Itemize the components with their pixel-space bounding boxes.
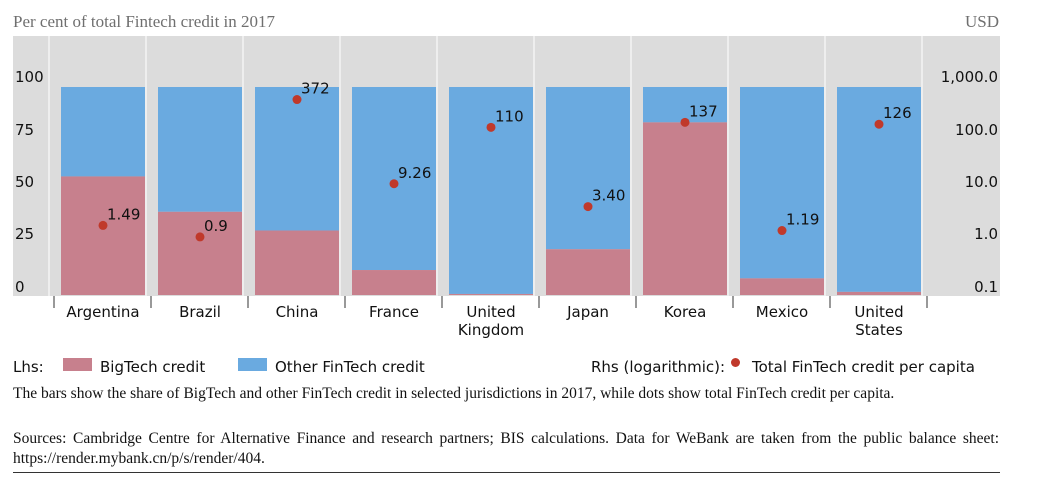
bottom-rule [13, 472, 1000, 473]
bar-bigtech [158, 211, 242, 295]
legend-bigtech-label: BigTech credit [100, 358, 206, 376]
dot-total-fintech [583, 202, 593, 212]
chart-plot: 0 25 50 75 100 0.1 1.0 10.0 100.0 1,000.0 Argentin… [13, 36, 1000, 339]
dot-value-label: 1.19 [786, 211, 819, 229]
bar-other-fintech [158, 87, 242, 212]
bar-bigtech [643, 122, 727, 295]
chart-sources: Sources: Cambridge Centre for Alternativ… [13, 430, 999, 467]
bar-bigtech [837, 291, 921, 295]
left-axis-tick: 25 [15, 225, 34, 243]
bar-other-fintech [449, 87, 533, 294]
legend-bigtech-swatch [63, 358, 92, 371]
chart-note: The bars show the share of BigTech and o… [13, 385, 895, 402]
right-axis-tick: 10.0 [965, 173, 998, 191]
left-axis-tick: 0 [15, 278, 25, 296]
legend-lhs-label: Lhs: [13, 358, 44, 376]
bar-bigtech [61, 176, 145, 295]
legend: Lhs: BigTech credit Other FinTech credit… [13, 358, 1003, 378]
dot-value-label: 137 [689, 102, 718, 120]
x-axis-label: United [854, 303, 903, 321]
x-axis-label: Korea [664, 303, 707, 321]
dot-value-label: 1.49 [107, 205, 140, 223]
x-axis-label: Kingdom [458, 321, 524, 339]
dot-total-fintech [874, 119, 884, 129]
bar-other-fintech [740, 87, 824, 279]
x-axis-label: France [369, 303, 419, 321]
x-axis-label: Japan [566, 303, 609, 321]
bar-bigtech [740, 278, 824, 295]
left-axis-tick: 50 [15, 173, 34, 191]
bar-other-fintech [61, 87, 145, 177]
bar-other-fintech [352, 87, 436, 271]
dot-value-label: 0.9 [204, 217, 228, 235]
dot-value-label: 9.26 [398, 164, 431, 182]
dot-total-fintech [389, 179, 399, 189]
left-axis-tick: 100 [15, 68, 44, 86]
bar-other-fintech [255, 87, 339, 231]
dot-value-label: 126 [883, 104, 912, 122]
legend-other-label: Other FinTech credit [275, 358, 425, 376]
bar-bigtech [352, 270, 436, 295]
legend-dot-label: Total FinTech credit per capita [752, 358, 975, 376]
legend-dot-icon [731, 358, 740, 367]
dot-total-fintech [680, 117, 690, 127]
bar-other-fintech [546, 87, 630, 250]
right-axis-unit: USD [964, 12, 999, 31]
bar-bigtech [255, 230, 339, 295]
right-axis-tick: 1,000.0 [941, 68, 998, 86]
right-axis-tick: 0.1 [974, 278, 998, 296]
legend-rhs-label: Rhs (logarithmic): [591, 358, 726, 376]
chart-subtitle: Per cent of total Fintech credit in 2017 [13, 12, 276, 31]
bar-other-fintech [643, 87, 727, 123]
dot-total-fintech [777, 226, 787, 236]
legend-other-swatch [238, 358, 267, 371]
x-axis-label: States [855, 321, 903, 339]
dot-total-fintech [486, 122, 496, 132]
dot-value-label: 372 [301, 80, 330, 98]
dot-total-fintech [292, 95, 302, 105]
dot-value-label: 110 [495, 107, 524, 125]
x-axis-label: China [276, 303, 319, 321]
x-axis-label: Brazil [179, 303, 221, 321]
x-axis-label: Argentina [66, 303, 139, 321]
x-axis-label: United [466, 303, 515, 321]
dot-total-fintech [195, 232, 205, 242]
left-axis-tick: 75 [15, 121, 34, 139]
right-axis-tick: 1.0 [974, 225, 998, 243]
right-axis-tick: 100.0 [955, 121, 998, 139]
dot-value-label: 3.40 [592, 187, 625, 205]
bar-bigtech [449, 293, 533, 295]
x-axis-label: Mexico [756, 303, 808, 321]
bar-bigtech [546, 249, 630, 295]
dot-total-fintech [98, 220, 108, 230]
